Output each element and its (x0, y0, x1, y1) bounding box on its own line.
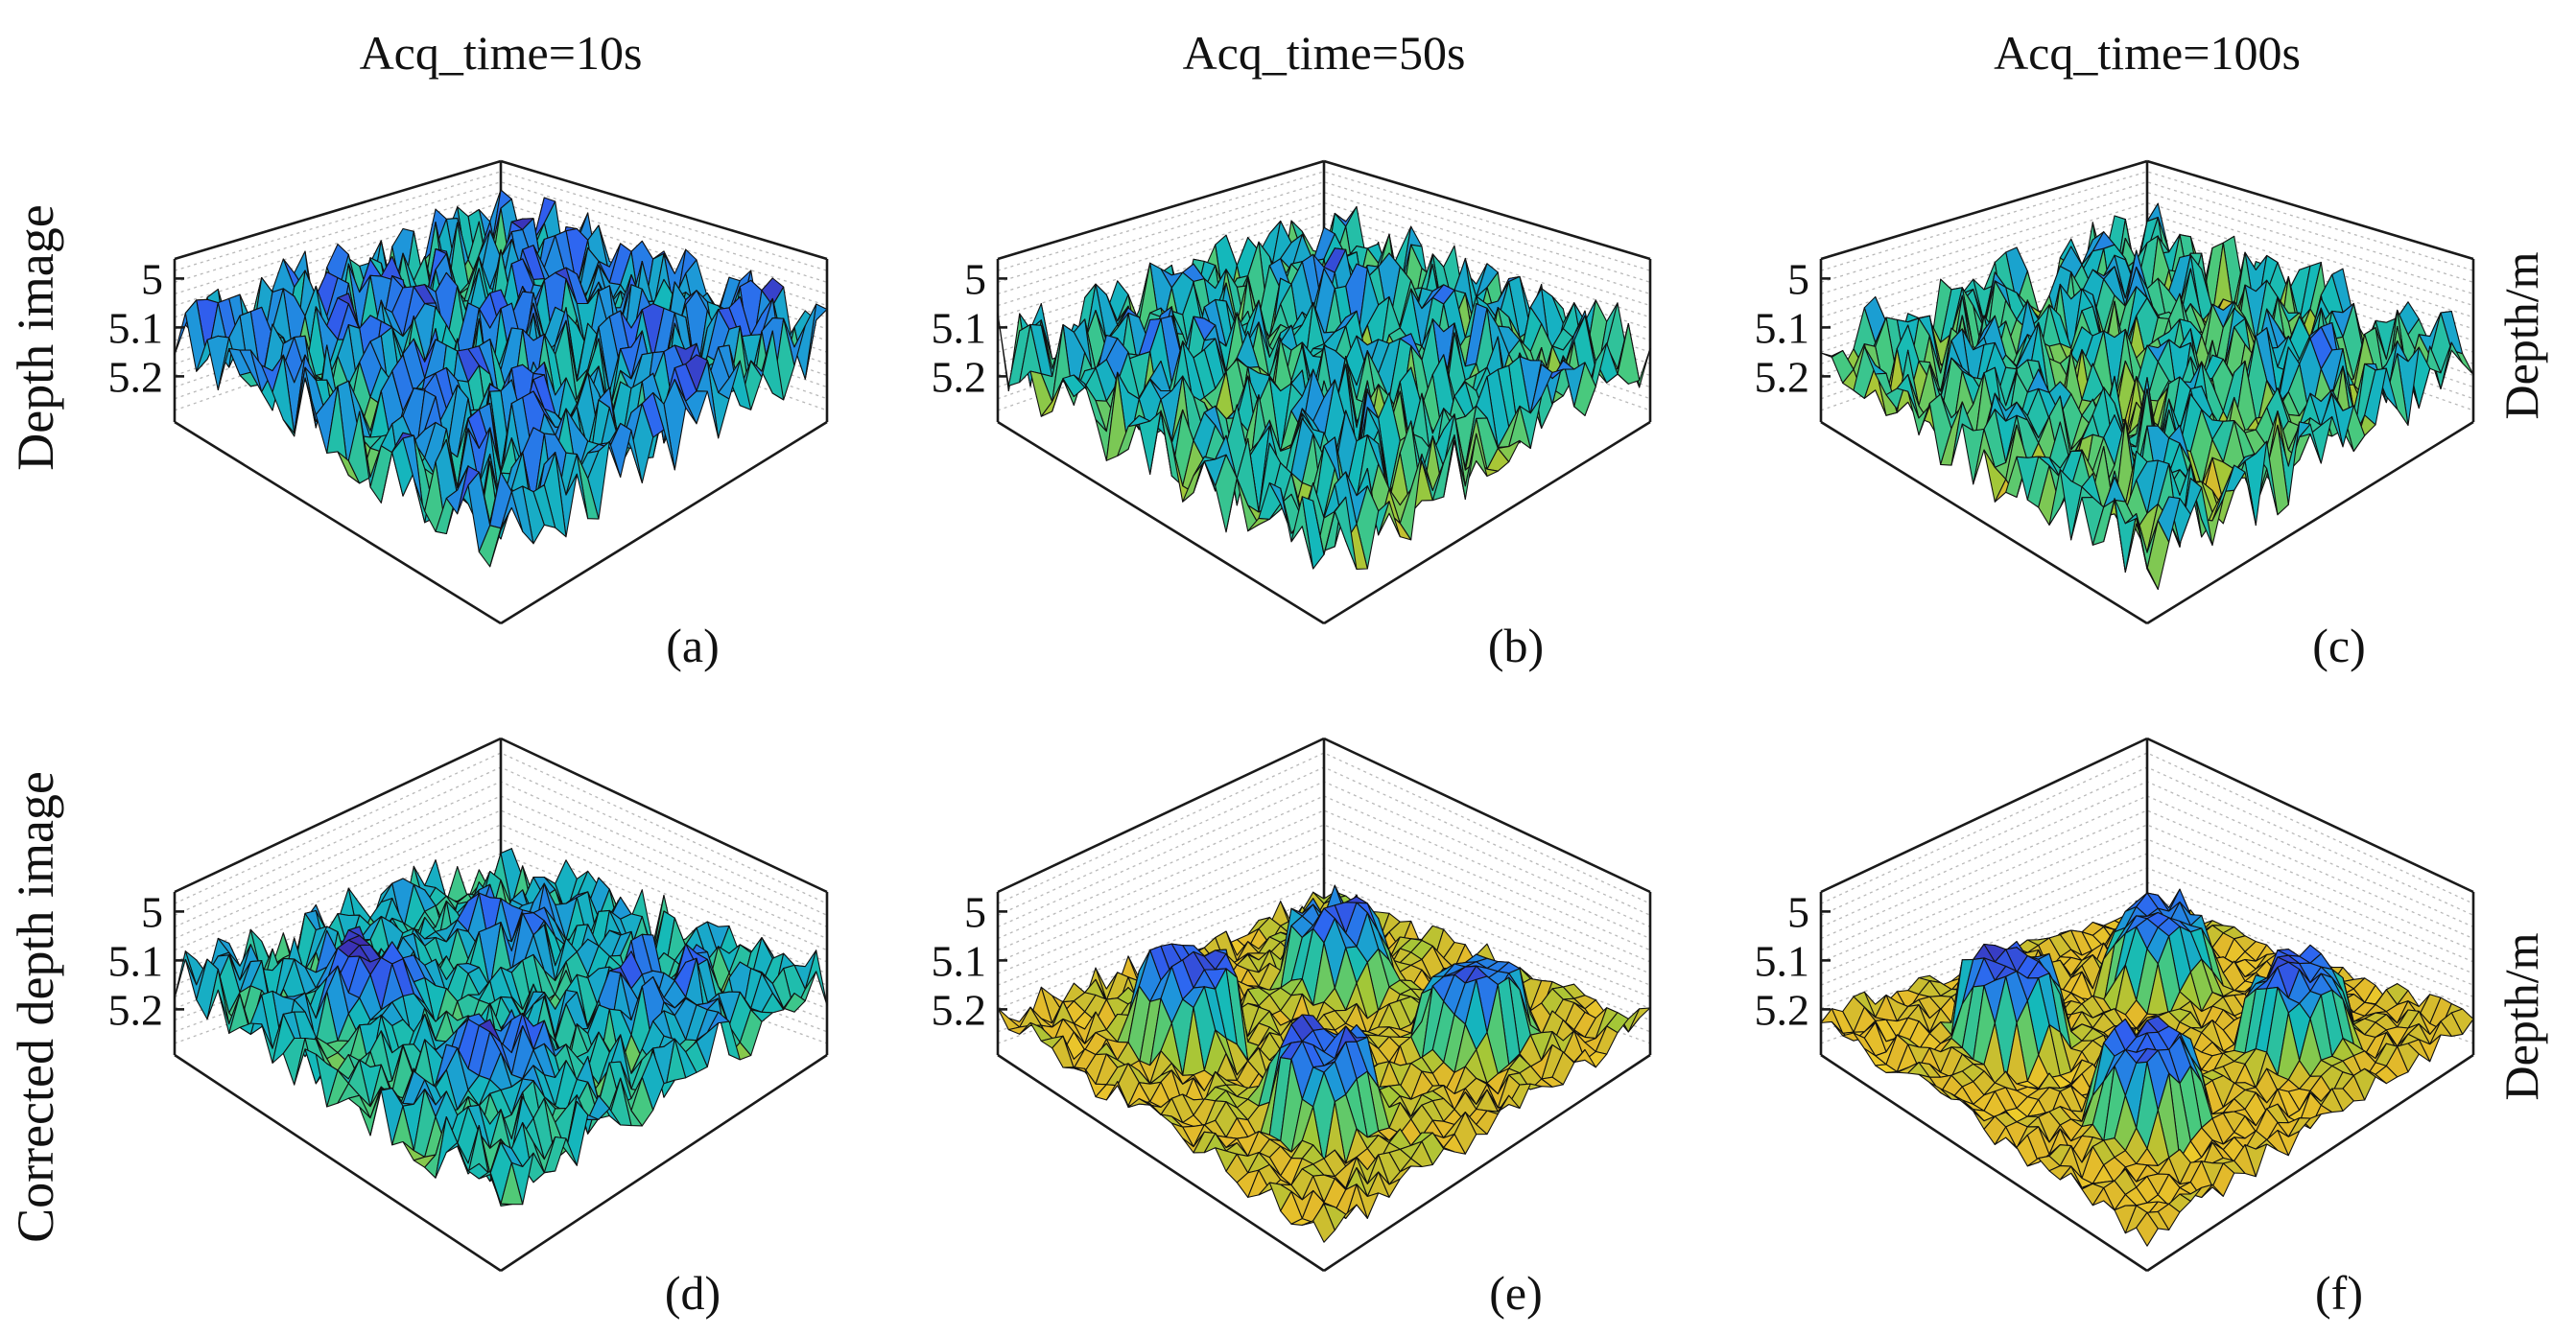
z-tick-label: 5.2 (932, 352, 987, 401)
grid-line (174, 752, 828, 904)
surface-mesh (997, 205, 1651, 570)
axis-frame-edge (174, 737, 502, 894)
axis-frame-edge (2146, 159, 2474, 261)
back-wall-right (2147, 738, 2473, 1055)
axis-frame-front (997, 420, 1325, 625)
axis-frame-front (500, 1053, 828, 1273)
back-wall-left (998, 738, 1324, 1055)
z-tick-label: 5.2 (932, 985, 987, 1034)
column-title-2: Acq_time=50s (1183, 26, 1466, 80)
panel-label: (c) (2312, 619, 2366, 672)
grid-line (174, 809, 828, 951)
grid-line (997, 896, 1651, 1021)
z-tick-label: 5.1 (932, 303, 987, 352)
axis-frame-front (1323, 420, 1651, 625)
panel-b: 55.15.2 (b) (932, 159, 1652, 672)
surface-mesh (174, 189, 828, 568)
panel-c: 55.15.2 (c) (1755, 159, 2475, 672)
panel-d: 55.15.2 (d) (108, 737, 829, 1320)
z-tick-label: 5 (964, 254, 986, 303)
surface-mesh (1820, 202, 2474, 591)
column-title-1: Acq_time=10s (360, 26, 643, 80)
grid-line (997, 752, 1651, 904)
axis-frame-edge (1323, 737, 1651, 894)
surface-quad (489, 506, 512, 568)
axis-frame-front (1820, 420, 2148, 625)
panel-label: (e) (1489, 1266, 1543, 1320)
axis-frame-edge (1820, 159, 2148, 261)
axis-frame-front (500, 420, 828, 625)
axis-frame-front (1323, 1053, 1651, 1273)
axis-frame-edge (174, 159, 502, 261)
z-tick-label: 5.2 (108, 985, 164, 1034)
surface-mesh (997, 884, 1651, 1243)
z-tick-label: 5.1 (108, 936, 164, 985)
axis-frame-edge (997, 737, 1325, 894)
z-tick-label: 5 (1787, 254, 1809, 303)
z-tick-label: 5 (141, 254, 163, 303)
axis-frame-edge (500, 159, 828, 261)
axis-frame-edge (500, 737, 828, 894)
column-title-3: Acq_time=100s (1994, 26, 2301, 80)
axis-frame-front (174, 420, 502, 625)
panel-e: 55.15.2 (e) (932, 737, 1652, 1320)
panel-label: (d) (665, 1266, 721, 1320)
back-wall-left (1821, 738, 2147, 1055)
panel-f: 55.15.2(f) (1755, 737, 2475, 1320)
grid-line (1820, 809, 2474, 951)
surface-quad (2136, 517, 2159, 591)
right-label-depth-bottom: Depth/m (2494, 932, 2548, 1100)
panel-a: 55.15.2 (a) (108, 159, 829, 672)
row-label-depth-image: Depth image (7, 204, 64, 470)
surface-quad (1312, 500, 1335, 555)
surface-mesh (1820, 888, 2474, 1247)
axis-frame-edge (997, 159, 1325, 261)
z-tick-label: 5.1 (1755, 303, 1810, 352)
surface-quad (1312, 1203, 1335, 1243)
grid-line (1820, 752, 2474, 904)
z-tick-label: 5.1 (108, 303, 164, 352)
back-wall-right (1324, 738, 1650, 1055)
z-tick-label: 5.2 (1755, 352, 1810, 401)
grid-line (997, 809, 1651, 951)
right-label-depth-top: Depth/m (2494, 251, 2548, 419)
axis-frame-edge (1323, 159, 1651, 261)
panel-label: (b) (1488, 619, 1544, 672)
z-tick-label: 5.1 (932, 936, 987, 985)
surface-mesh (174, 848, 828, 1207)
panel-label: (a) (666, 619, 720, 672)
axis-frame-front (997, 1053, 1325, 1273)
surface-quad (489, 1170, 512, 1207)
z-tick-label: 5.2 (108, 352, 164, 401)
axis-frame-front (2146, 420, 2474, 625)
z-tick-label: 5 (141, 887, 163, 936)
axis-frame-edge (2146, 737, 2474, 894)
axis-frame-edge (1820, 737, 2148, 894)
row-label-corrected-depth-image: Corrected depth image (7, 771, 64, 1243)
axis-frame-front (174, 1053, 502, 1273)
z-tick-label: 5 (964, 887, 986, 936)
